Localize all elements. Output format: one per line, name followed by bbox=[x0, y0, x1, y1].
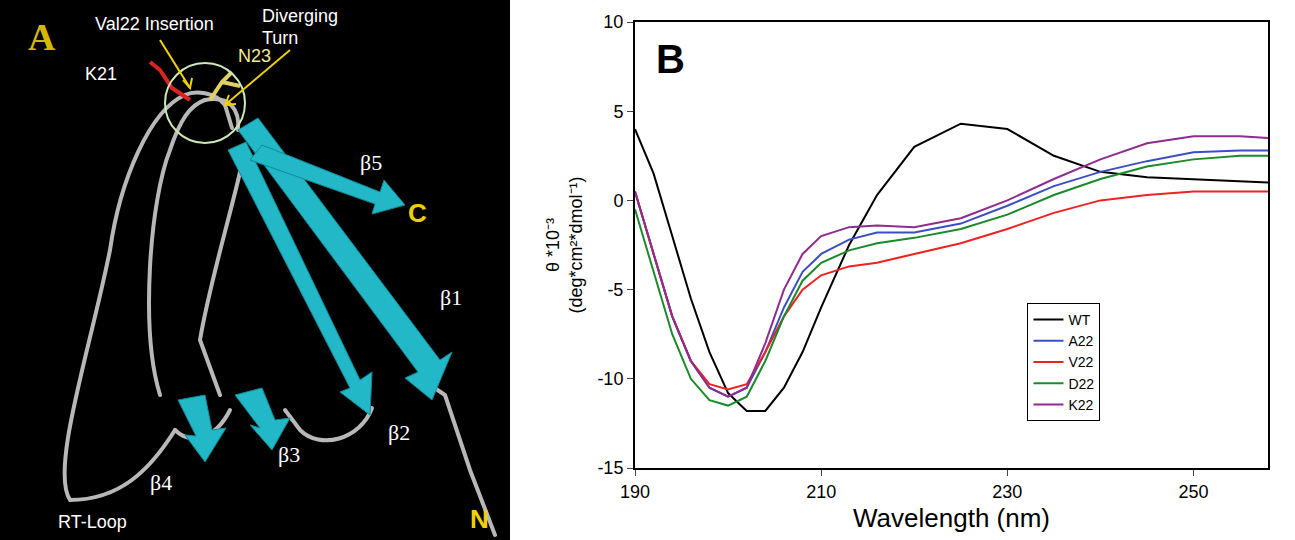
svg-text:250: 250 bbox=[1179, 482, 1209, 502]
svg-text:θ *10⁻³(deg*cm²*dmol⁻¹): θ *10⁻³(deg*cm²*dmol⁻¹) bbox=[543, 176, 586, 313]
svg-text:190: 190 bbox=[620, 482, 650, 502]
svg-text:β2: β2 bbox=[388, 420, 410, 445]
svg-text:K21: K21 bbox=[85, 64, 117, 84]
svg-text:Turn: Turn bbox=[262, 28, 298, 48]
svg-text:0: 0 bbox=[613, 191, 623, 211]
svg-text:A22: A22 bbox=[1068, 333, 1093, 349]
svg-text:B: B bbox=[656, 37, 685, 81]
svg-text:V22: V22 bbox=[1068, 354, 1093, 370]
svg-text:5: 5 bbox=[613, 102, 623, 122]
svg-text:RT-Loop: RT-Loop bbox=[58, 512, 127, 532]
svg-text:Val22 Insertion: Val22 Insertion bbox=[95, 14, 214, 34]
svg-text:N: N bbox=[470, 504, 489, 534]
svg-text:WT: WT bbox=[1068, 312, 1090, 328]
svg-text:210: 210 bbox=[806, 482, 836, 502]
svg-text:β3: β3 bbox=[278, 442, 300, 467]
svg-text:Wavelength (nm): Wavelength (nm) bbox=[853, 503, 1050, 533]
svg-text:Diverging: Diverging bbox=[262, 6, 338, 26]
svg-text:A: A bbox=[28, 16, 56, 58]
svg-text:β1: β1 bbox=[440, 285, 462, 310]
svg-text:D22: D22 bbox=[1068, 376, 1094, 392]
svg-text:β5: β5 bbox=[360, 150, 382, 175]
svg-text:-15: -15 bbox=[597, 458, 623, 478]
svg-text:K22: K22 bbox=[1068, 397, 1093, 413]
svg-text:230: 230 bbox=[992, 482, 1022, 502]
svg-text:N23: N23 bbox=[238, 46, 271, 66]
svg-text:C: C bbox=[408, 198, 427, 228]
svg-text:-5: -5 bbox=[607, 280, 623, 300]
svg-text:-10: -10 bbox=[597, 369, 623, 389]
svg-text:β4: β4 bbox=[150, 470, 172, 495]
svg-text:10: 10 bbox=[603, 12, 623, 32]
